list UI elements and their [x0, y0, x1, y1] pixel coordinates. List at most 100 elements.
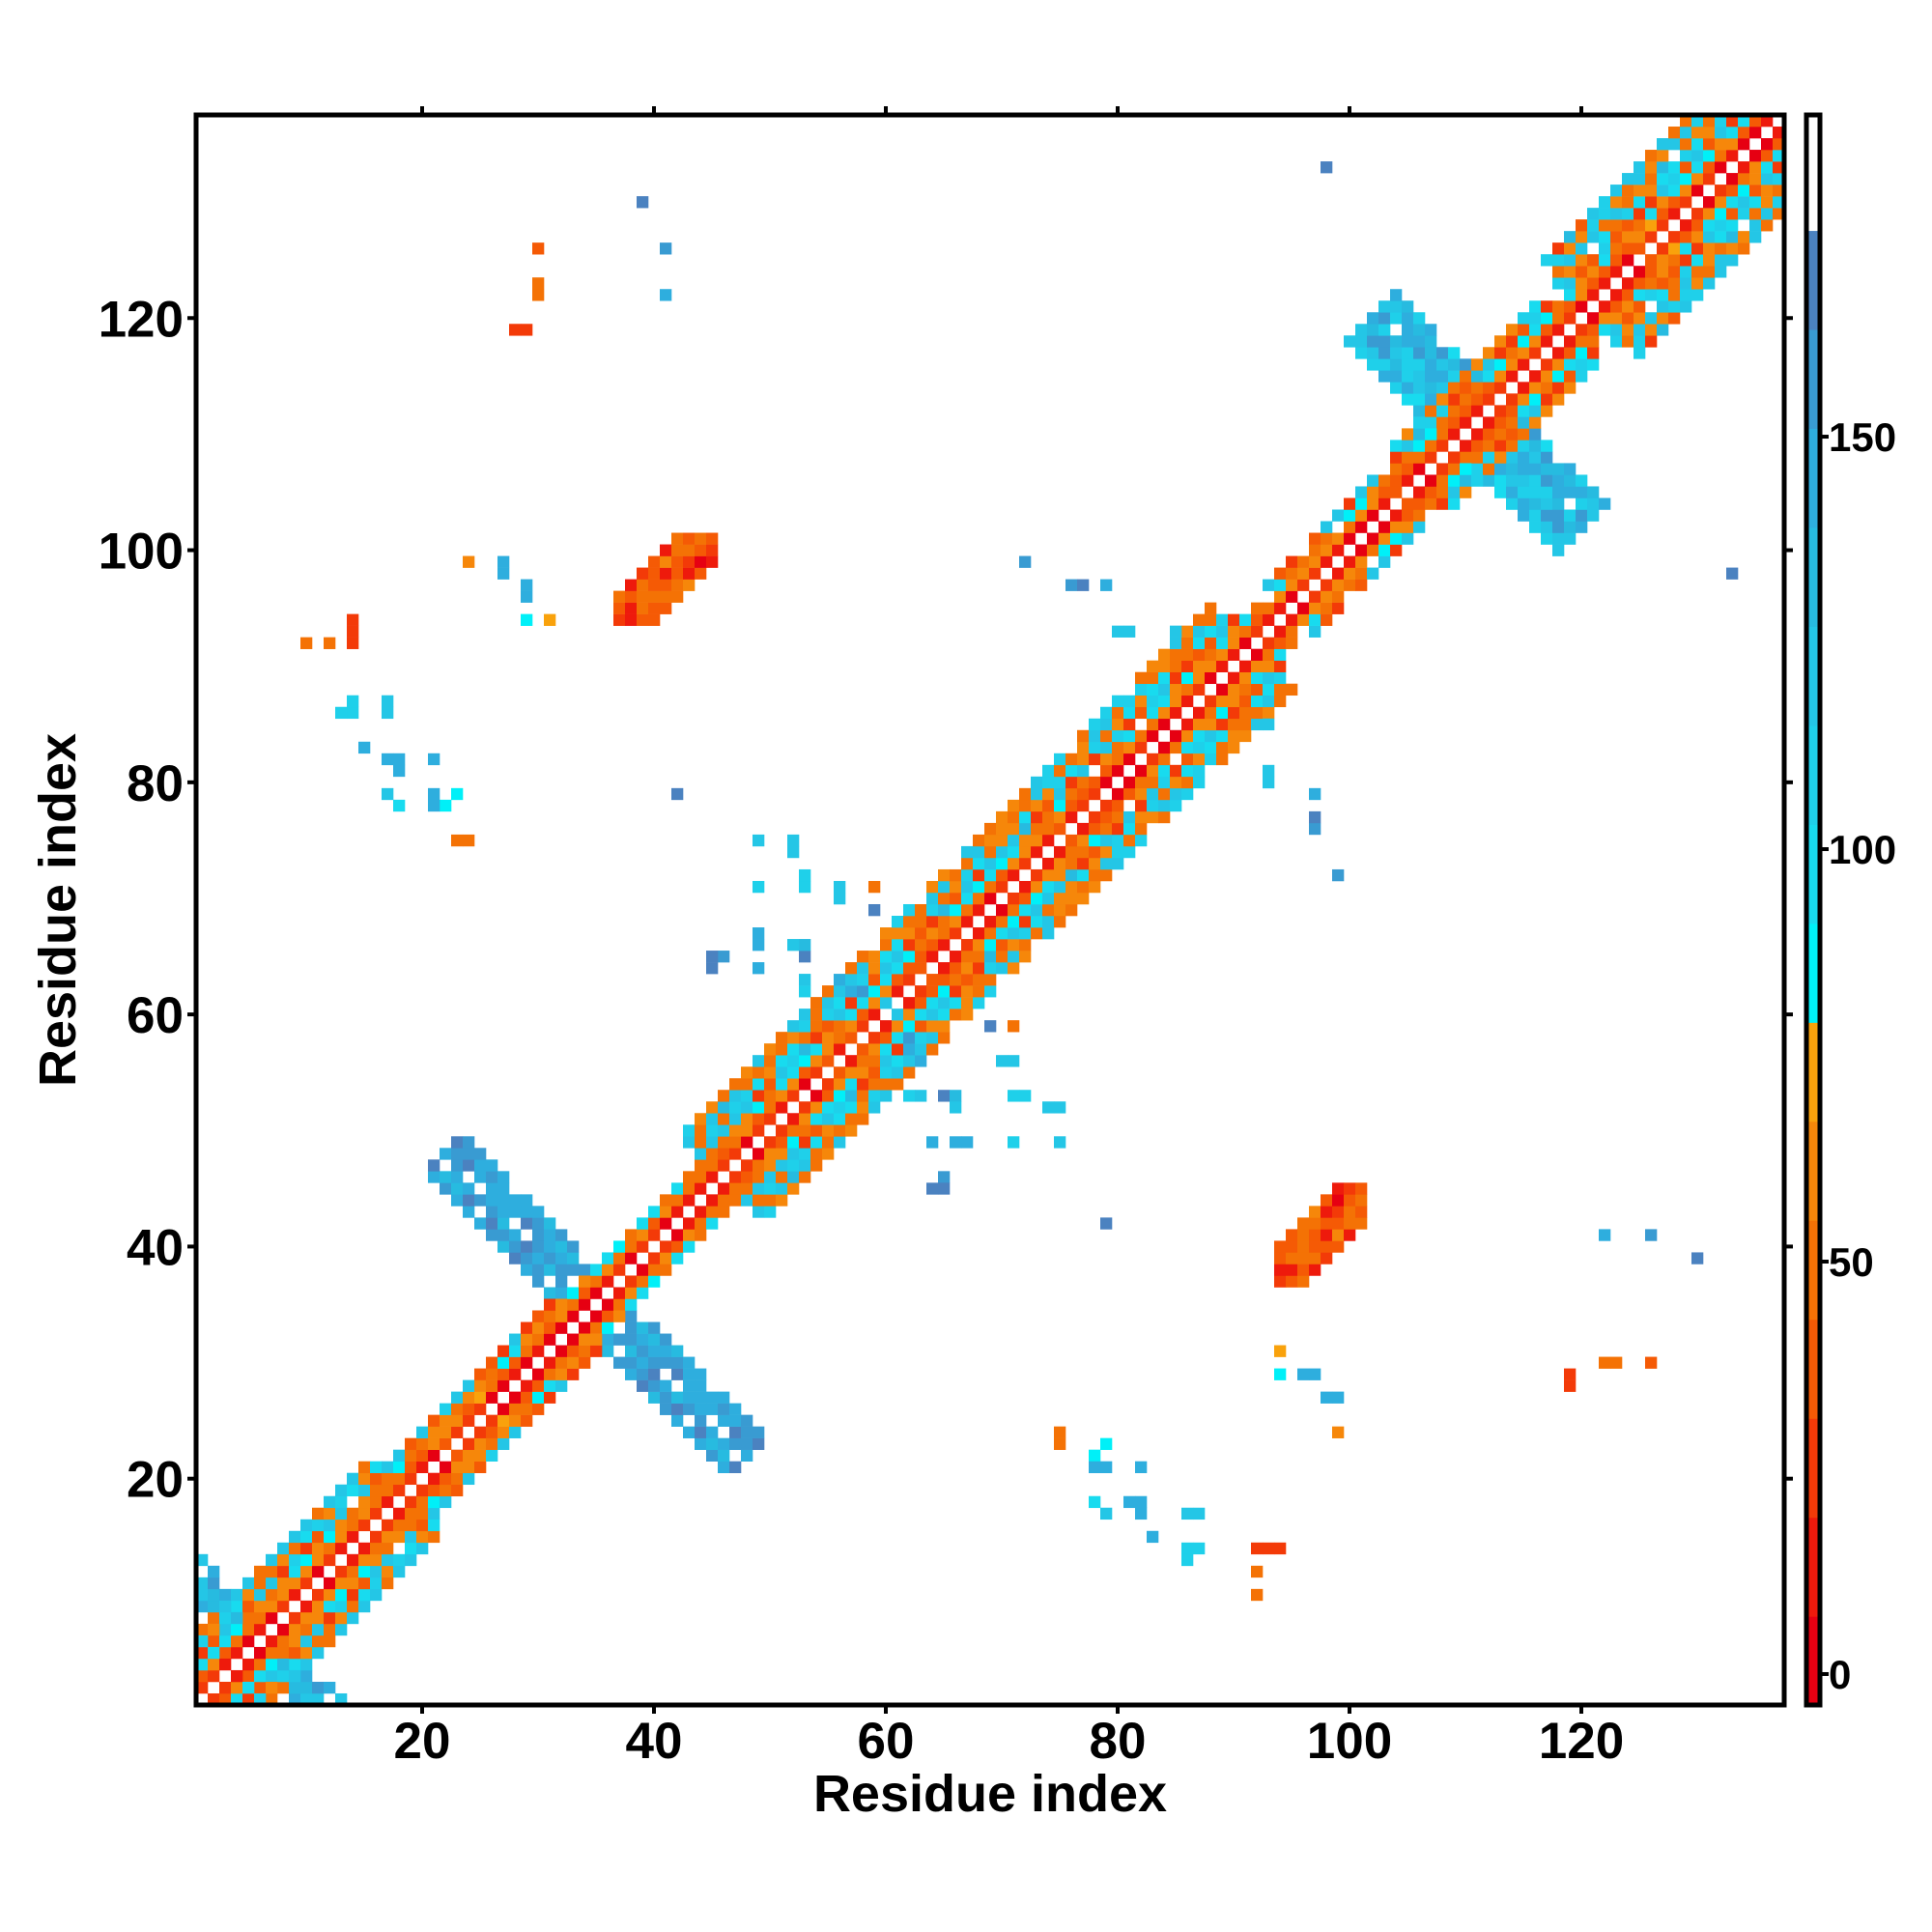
- heatmap-cell: [1518, 416, 1530, 429]
- heatmap-cell: [1518, 440, 1530, 452]
- heatmap-cell: [1448, 451, 1461, 464]
- heatmap-cell: [1413, 382, 1426, 394]
- heatmap-cell: [799, 1066, 811, 1079]
- heatmap-cell: [602, 1264, 614, 1276]
- heatmap-cell: [1367, 544, 1379, 556]
- heatmap-cell: [938, 868, 951, 882]
- heatmap-cell: [1135, 822, 1148, 836]
- heatmap-cell: [1158, 753, 1171, 766]
- heatmap-cell: [648, 1356, 661, 1369]
- heatmap-cell: [1715, 254, 1727, 267]
- heatmap-cell: [347, 637, 359, 649]
- heatmap-cell: [1413, 521, 1426, 533]
- heatmap-cell: [718, 1136, 730, 1149]
- heatmap-cell: [1668, 196, 1681, 209]
- heatmap-cell: [1576, 521, 1588, 533]
- heatmap-cell: [1425, 347, 1437, 359]
- heatmap-cell: [1205, 753, 1217, 766]
- heatmap-cell: [683, 544, 696, 556]
- heatmap-cell: [1425, 370, 1437, 383]
- heatmap-cell: [1019, 1090, 1032, 1102]
- heatmap-cell: [1749, 127, 1762, 139]
- heatmap-cell: [1135, 706, 1148, 720]
- heatmap-cell: [532, 289, 545, 301]
- heatmap-cell: [625, 613, 638, 626]
- heatmap-cell: [613, 1252, 626, 1264]
- heatmap-cell: [753, 1426, 765, 1438]
- heatmap-cell: [648, 1391, 661, 1404]
- heatmap-cell: [1367, 532, 1379, 545]
- heatmap-cell: [880, 985, 893, 998]
- heatmap-cell: [1448, 382, 1461, 394]
- heatmap-cell: [1552, 393, 1565, 406]
- heatmap-cell: [706, 1124, 719, 1137]
- heatmap-cell: [1193, 637, 1206, 649]
- heatmap-cell: [254, 1669, 267, 1683]
- heatmap-cell: [880, 962, 893, 975]
- x-tick-label: 120: [1539, 1713, 1624, 1770]
- heatmap-cell: [625, 579, 638, 591]
- heatmap-cell: [1483, 451, 1495, 464]
- heatmap-cell: [1112, 810, 1124, 824]
- heatmap-cell: [1645, 150, 1658, 162]
- heatmap-cell: [1263, 579, 1275, 591]
- heatmap-cell: [1158, 671, 1171, 685]
- heatmap-cell: [1332, 1217, 1345, 1230]
- heatmap-cell: [753, 834, 765, 847]
- heatmap-cell: [926, 892, 939, 905]
- heatmap-cell: [671, 1252, 684, 1264]
- heatmap-cell: [950, 916, 962, 928]
- heatmap-cell: [509, 1333, 522, 1346]
- heatmap-cell: [1378, 324, 1391, 336]
- heatmap-cell: [1065, 579, 1078, 591]
- heatmap-cell: [1286, 613, 1298, 626]
- heatmap-cell: [1402, 335, 1414, 348]
- heatmap-cell: [1135, 776, 1148, 789]
- heatmap-cell: [834, 1090, 846, 1102]
- heatmap-cell: [1286, 555, 1298, 568]
- heatmap-cell: [1668, 138, 1681, 151]
- heatmap-cell: [1123, 1495, 1136, 1509]
- heatmap-cell: [718, 1461, 730, 1474]
- heatmap-cell: [312, 1681, 325, 1694]
- heatmap-cell: [289, 1611, 301, 1625]
- heatmap-cell: [1378, 347, 1391, 359]
- heatmap-cell: [776, 1182, 788, 1195]
- heatmap-cell: [1703, 138, 1716, 151]
- colorbar-bin: [1806, 1418, 1820, 1519]
- heatmap-cell: [834, 997, 846, 1009]
- heatmap-cell: [1286, 625, 1298, 638]
- heatmap-cell: [486, 1217, 498, 1230]
- heatmap-cell: [196, 1669, 209, 1683]
- heatmap-cell: [938, 985, 951, 998]
- heatmap-cell: [950, 868, 962, 882]
- heatmap-cell: [428, 1519, 440, 1532]
- heatmap-cell: [1170, 660, 1182, 673]
- heatmap-cell: [648, 1217, 661, 1230]
- heatmap-cell: [822, 1032, 835, 1044]
- heatmap-cell: [521, 590, 533, 603]
- heatmap-cell: [1402, 393, 1414, 406]
- heatmap-cell: [973, 939, 985, 952]
- heatmap-cell: [729, 1136, 742, 1149]
- heatmap-cell: [1610, 219, 1623, 232]
- heatmap-cell: [1552, 486, 1565, 498]
- heatmap-cell: [1691, 277, 1704, 290]
- heatmap-cell: [892, 962, 904, 975]
- heatmap-cell: [1703, 196, 1716, 209]
- heatmap-cell: [718, 1159, 730, 1172]
- heatmap-cell: [1726, 254, 1739, 267]
- heatmap-cell: [358, 1553, 371, 1567]
- heatmap-cell: [1263, 695, 1275, 708]
- heatmap-cell: [1541, 440, 1553, 452]
- heatmap-cell: [1703, 208, 1716, 220]
- heatmap-cell: [370, 1461, 383, 1474]
- heatmap-cell: [1367, 474, 1379, 487]
- heatmap-cell: [834, 1078, 846, 1091]
- heatmap-cell: [1193, 741, 1206, 754]
- heatmap-cell: [347, 1472, 359, 1486]
- heatmap-cell: [463, 834, 475, 847]
- heatmap-cell: [822, 1148, 835, 1160]
- heatmap-cell: [1610, 312, 1623, 325]
- heatmap-cell: [1518, 405, 1530, 417]
